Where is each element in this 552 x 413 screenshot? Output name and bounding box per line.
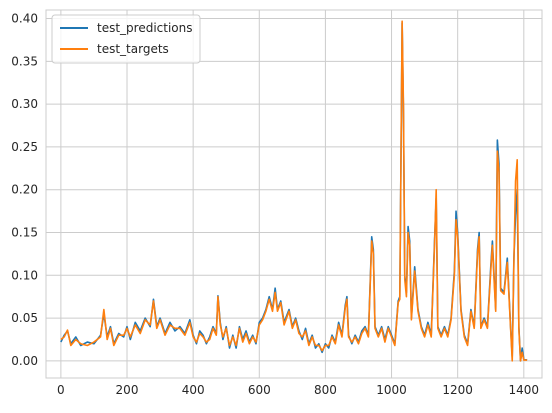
- x-tick-label: 200: [116, 383, 139, 397]
- x-tick-label: 1400: [509, 383, 540, 397]
- y-tick-label: 0.35: [11, 54, 38, 68]
- legend-box: [51, 14, 201, 64]
- x-tick-label: 1000: [376, 383, 407, 397]
- y-tick-label: 0.30: [11, 97, 38, 111]
- legend-label-test-targets: test_targets: [97, 42, 169, 56]
- x-tick-label: 800: [314, 383, 337, 397]
- series-line-test-targets: [60, 20, 528, 362]
- y-tick-label: 0.05: [11, 311, 38, 325]
- y-tick-label: 0.20: [11, 183, 38, 197]
- y-axis-ticks: 0.00 0.05 0.10 0.15 0.20 0.25 0.30 0.35 0.40: [11, 12, 38, 368]
- y-tick-label: 0.15: [11, 226, 38, 240]
- legend-label-test-predictions: test_predictions: [97, 21, 193, 35]
- y-tick-label: 0.00: [11, 354, 38, 368]
- legend: test_predictions test_targets: [51, 14, 201, 64]
- y-tick-label: 0.10: [11, 268, 38, 282]
- series-layer: [60, 20, 528, 362]
- plot-frame: [45, 9, 543, 379]
- x-axis-ticks: 0 200 400 600 800 1000 1200 1400: [57, 383, 539, 397]
- plot-background: [46, 10, 542, 378]
- y-tick-label: 0.25: [11, 140, 38, 154]
- y-tick-label: 0.40: [11, 12, 38, 26]
- x-tick-label: 600: [248, 383, 271, 397]
- x-tick-label: 0: [57, 383, 65, 397]
- x-tick-label: 1200: [442, 383, 473, 397]
- x-tick-label: 400: [182, 383, 205, 397]
